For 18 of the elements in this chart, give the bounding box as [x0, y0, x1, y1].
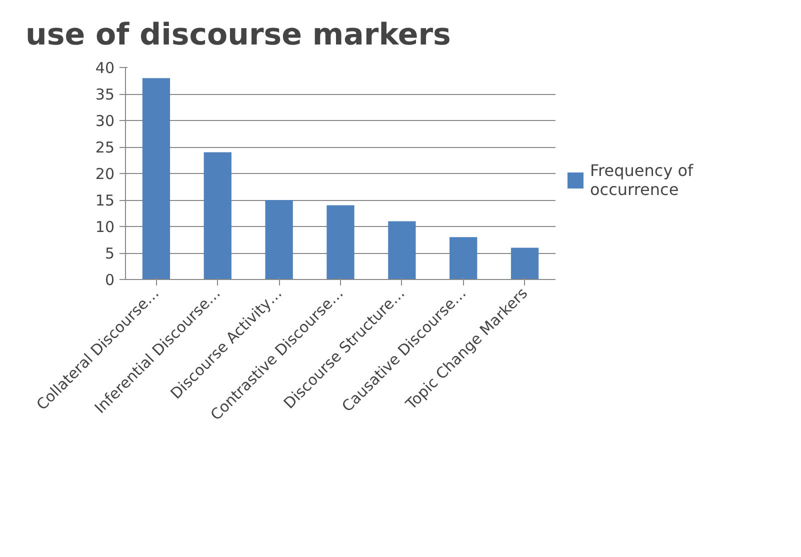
y-tick-label: 25 [95, 138, 115, 156]
y-tick-label: 10 [95, 218, 115, 236]
y-tick-label: 15 [95, 192, 115, 210]
bar [388, 221, 416, 280]
bar [326, 205, 354, 280]
bar [204, 152, 232, 280]
bar [450, 237, 478, 280]
bar [142, 78, 170, 280]
y-tick-label: 0 [104, 271, 115, 289]
y-tick-label: 30 [95, 112, 115, 130]
bar [265, 200, 293, 280]
chart-title: use of discourse markers [26, 18, 451, 52]
y-tick-label: 40 [95, 59, 115, 77]
y-tick-label: 35 [95, 86, 115, 104]
y-tick-label: 20 [95, 165, 115, 183]
y-tick-label: 5 [104, 244, 115, 262]
legend-label: Frequency of occurrence [590, 161, 694, 199]
bar [510, 248, 539, 280]
